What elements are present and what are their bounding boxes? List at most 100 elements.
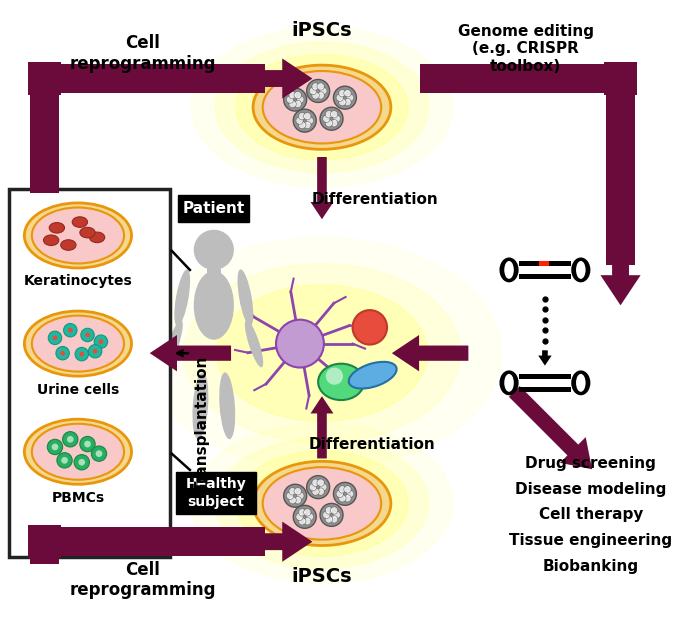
Circle shape (320, 107, 343, 130)
Ellipse shape (349, 362, 397, 389)
Circle shape (326, 368, 343, 385)
Circle shape (91, 446, 107, 461)
Circle shape (347, 490, 353, 498)
Circle shape (289, 488, 296, 495)
Bar (606, 64, 635, 265)
Circle shape (294, 496, 301, 504)
Circle shape (99, 339, 103, 344)
Ellipse shape (184, 264, 460, 442)
Circle shape (336, 94, 343, 101)
Ellipse shape (192, 372, 208, 439)
Ellipse shape (236, 451, 408, 556)
Circle shape (307, 476, 329, 499)
Ellipse shape (90, 232, 105, 242)
Ellipse shape (25, 203, 132, 268)
Text: Healthy
subject: Healthy subject (186, 478, 246, 509)
Circle shape (95, 335, 108, 348)
Circle shape (312, 92, 319, 99)
Ellipse shape (215, 438, 429, 569)
Polygon shape (264, 522, 312, 562)
Ellipse shape (579, 264, 583, 276)
Circle shape (289, 496, 296, 504)
Ellipse shape (175, 269, 190, 326)
Bar (30, 64, 59, 193)
Circle shape (299, 518, 306, 525)
Circle shape (317, 92, 325, 99)
Circle shape (296, 117, 303, 124)
Circle shape (47, 439, 62, 454)
Circle shape (333, 115, 340, 122)
Circle shape (312, 83, 319, 90)
Circle shape (344, 486, 351, 493)
Circle shape (284, 484, 307, 508)
Circle shape (48, 331, 62, 344)
Circle shape (92, 349, 97, 354)
Ellipse shape (49, 222, 64, 233)
Text: Disease modeling: Disease modeling (515, 481, 667, 496)
Ellipse shape (253, 461, 391, 546)
Circle shape (320, 88, 327, 94)
Circle shape (320, 503, 343, 526)
Bar (28, 62, 61, 95)
Circle shape (293, 506, 316, 528)
Ellipse shape (253, 65, 391, 149)
Circle shape (284, 88, 307, 111)
Ellipse shape (43, 235, 59, 246)
Polygon shape (264, 58, 312, 99)
Circle shape (330, 119, 338, 127)
Text: Differentiation: Differentiation (308, 437, 435, 452)
Circle shape (68, 328, 73, 332)
Text: Tissue engineering: Tissue engineering (510, 533, 673, 548)
Circle shape (325, 516, 333, 523)
Ellipse shape (504, 261, 514, 279)
Circle shape (81, 328, 95, 342)
Ellipse shape (72, 217, 88, 227)
Ellipse shape (191, 28, 453, 188)
Circle shape (294, 101, 301, 107)
Ellipse shape (215, 42, 429, 172)
Circle shape (96, 450, 102, 457)
Circle shape (53, 336, 58, 340)
Bar (30, 528, 264, 556)
Circle shape (344, 99, 351, 106)
Polygon shape (310, 157, 334, 219)
Bar (519, 261, 571, 266)
Circle shape (317, 479, 325, 486)
Circle shape (61, 457, 68, 464)
Circle shape (336, 490, 343, 498)
Text: Urine cells: Urine cells (37, 382, 119, 396)
Circle shape (330, 111, 338, 118)
Ellipse shape (504, 374, 514, 392)
Circle shape (276, 319, 324, 368)
Bar (420, 64, 635, 93)
Circle shape (296, 513, 303, 521)
Circle shape (299, 121, 306, 129)
Circle shape (312, 479, 319, 486)
Bar (519, 387, 571, 392)
Circle shape (338, 99, 346, 106)
Circle shape (294, 91, 301, 99)
Text: iPSCs: iPSCs (292, 21, 352, 40)
Ellipse shape (143, 238, 501, 469)
FancyBboxPatch shape (175, 472, 256, 514)
Circle shape (306, 513, 314, 521)
Circle shape (338, 89, 346, 97)
Circle shape (85, 332, 90, 338)
Ellipse shape (216, 285, 427, 422)
Circle shape (330, 507, 338, 514)
Ellipse shape (571, 258, 590, 282)
Polygon shape (601, 262, 640, 306)
Bar (207, 269, 221, 283)
Circle shape (51, 444, 58, 450)
Bar (30, 64, 264, 93)
Circle shape (344, 89, 351, 97)
Circle shape (338, 494, 346, 502)
Ellipse shape (80, 228, 95, 238)
Circle shape (289, 101, 296, 107)
Circle shape (64, 324, 77, 337)
Ellipse shape (263, 71, 382, 144)
Circle shape (347, 94, 353, 101)
Circle shape (312, 488, 319, 495)
Circle shape (80, 436, 95, 452)
Circle shape (334, 86, 356, 109)
